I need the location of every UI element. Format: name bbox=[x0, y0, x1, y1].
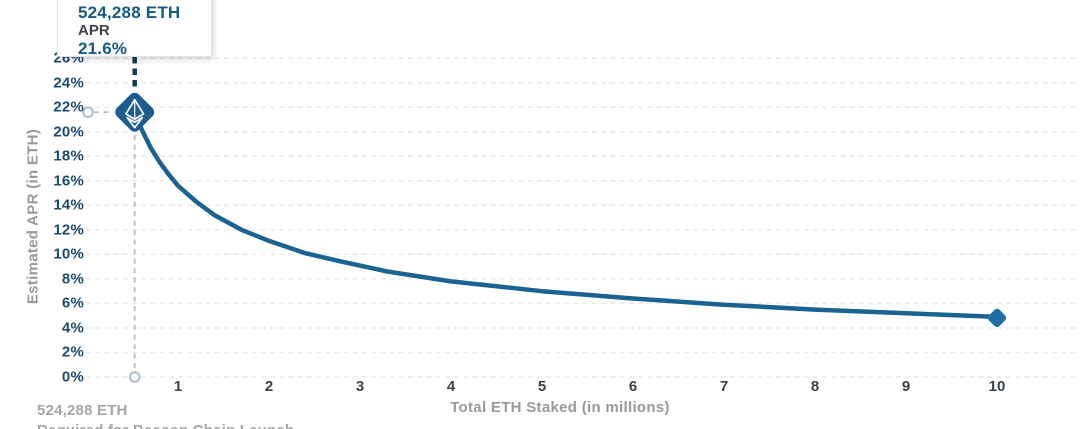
x-tick-label: 7 bbox=[719, 378, 729, 395]
footnote: 524,288 ETH Required for Beacon Chain La… bbox=[37, 402, 294, 429]
x-tick-label: 9 bbox=[901, 378, 911, 395]
y-tick-label: 2% bbox=[61, 343, 84, 361]
x-tick-label: 4 bbox=[446, 378, 456, 395]
grid-lines bbox=[86, 57, 1080, 378]
x-tick-label: 1 bbox=[173, 378, 183, 395]
y-tick-label: 10% bbox=[53, 245, 84, 263]
eth-staked-marker bbox=[115, 92, 155, 132]
y-tick-label: 18% bbox=[53, 147, 84, 165]
footnote-description: Required for Beacon Chain Launch bbox=[37, 422, 294, 429]
y-tick-label: 14% bbox=[53, 196, 84, 214]
x-tick-label: 10 bbox=[988, 378, 1006, 395]
tooltip-apr-label: APR bbox=[78, 22, 110, 39]
y-tick-label: 24% bbox=[53, 74, 84, 92]
x-tick-label: 2 bbox=[264, 378, 274, 395]
x-tick-label: 8 bbox=[810, 378, 820, 395]
tooltip-apr-value: 21.6% bbox=[78, 39, 128, 58]
y-tick-label: 22% bbox=[53, 98, 84, 116]
x-tick-label: 6 bbox=[628, 378, 638, 395]
axis-circle-marker bbox=[82, 106, 94, 118]
tooltip-staked-label: Staked bbox=[78, 0, 211, 3]
x-axis-title: Total ETH Staked (in millions) bbox=[450, 399, 670, 416]
y-tick-label: 4% bbox=[61, 319, 84, 337]
apr-curve bbox=[132, 109, 1000, 320]
y-tick-label: 8% bbox=[61, 270, 84, 288]
y-tick-label: 20% bbox=[53, 123, 84, 141]
y-tick-label: 12% bbox=[53, 221, 84, 239]
chart-tooltip: Staked 524,288 ETH APR 21.6% bbox=[57, 0, 212, 58]
y-tick-label: 0% bbox=[61, 368, 84, 386]
y-tick-label: 6% bbox=[61, 294, 84, 312]
footnote-eth-amount: 524,288 ETH bbox=[37, 402, 128, 419]
tooltip-staked-value: 524,288 ETH bbox=[78, 3, 181, 22]
x-tick-label: 3 bbox=[355, 378, 365, 395]
curve-end-marker bbox=[987, 308, 1007, 328]
ethereum-logo-icon bbox=[125, 98, 145, 129]
y-tick-label: 16% bbox=[53, 172, 84, 190]
x-tick-label: 5 bbox=[537, 378, 547, 395]
y-axis-title: Estimated APR (in ETH) bbox=[24, 128, 42, 305]
origin-circle-marker bbox=[128, 371, 141, 383]
